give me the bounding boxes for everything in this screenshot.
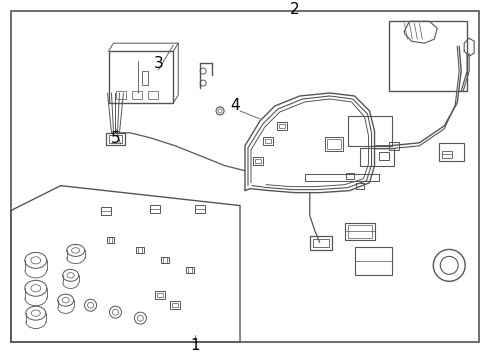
Bar — [172, 303, 178, 307]
Bar — [155, 291, 165, 299]
Bar — [313, 239, 329, 247]
Bar — [442, 151, 452, 158]
Bar — [379, 152, 390, 160]
Bar — [161, 257, 169, 264]
Bar — [106, 238, 115, 243]
Bar — [263, 137, 273, 145]
Bar — [327, 139, 341, 149]
Bar — [143, 71, 148, 85]
Bar — [100, 207, 111, 215]
Text: 4: 4 — [230, 98, 240, 113]
Text: 2: 2 — [290, 2, 299, 17]
Bar — [345, 173, 354, 179]
Bar — [390, 21, 467, 91]
Bar — [390, 142, 399, 150]
Bar — [195, 204, 205, 212]
Bar — [347, 225, 371, 238]
Bar — [279, 124, 285, 128]
Bar — [148, 91, 158, 99]
Bar — [186, 267, 194, 273]
Bar — [136, 247, 145, 253]
Bar — [439, 143, 464, 161]
Text: 1: 1 — [191, 338, 200, 352]
Bar — [253, 157, 263, 165]
Bar — [265, 139, 271, 143]
Bar — [117, 91, 126, 99]
Bar — [355, 247, 392, 275]
Bar — [310, 237, 332, 251]
Bar — [255, 159, 261, 163]
Bar — [305, 174, 379, 181]
Bar — [150, 204, 160, 212]
Text: 3: 3 — [153, 55, 163, 71]
Bar — [277, 122, 287, 130]
Bar — [105, 133, 125, 145]
Bar — [347, 116, 392, 146]
Bar — [157, 293, 163, 297]
Text: 5: 5 — [111, 131, 121, 146]
Bar — [108, 135, 122, 143]
Bar — [344, 222, 374, 240]
Bar — [108, 51, 173, 103]
Bar — [171, 301, 180, 309]
Bar — [325, 137, 343, 151]
Bar — [360, 148, 394, 166]
Bar — [356, 183, 364, 189]
Bar — [132, 91, 143, 99]
